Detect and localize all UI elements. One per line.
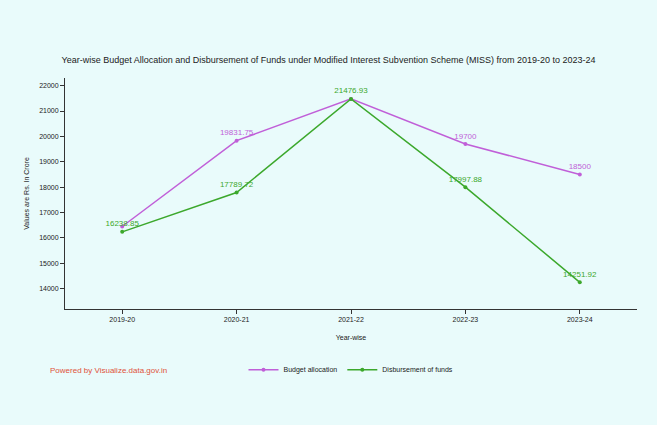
svg-text:21476.93: 21476.93: [334, 86, 368, 95]
svg-text:2021-22: 2021-22: [338, 316, 364, 323]
svg-text:17997.88: 17997.88: [449, 175, 483, 184]
svg-text:2019-20: 2019-20: [109, 316, 135, 323]
svg-text:22000: 22000: [39, 82, 59, 89]
svg-text:2022-23: 2022-23: [453, 316, 479, 323]
svg-text:17000: 17000: [39, 209, 59, 216]
svg-text:19700: 19700: [454, 132, 477, 141]
svg-text:18000: 18000: [39, 184, 59, 191]
svg-text:21000: 21000: [39, 107, 59, 114]
svg-text:19000: 19000: [39, 158, 59, 165]
svg-text:18500: 18500: [569, 162, 592, 171]
svg-text:Year-wise Budget Allocation an: Year-wise Budget Allocation and Disburse…: [62, 55, 596, 65]
svg-text:17789.72: 17789.72: [220, 180, 254, 189]
svg-text:Powered by Visualize.data.gov.: Powered by Visualize.data.gov.in: [50, 366, 167, 375]
svg-text:2023-24: 2023-24: [567, 316, 593, 323]
svg-text:14000: 14000: [39, 285, 59, 292]
svg-text:Disbursement of funds: Disbursement of funds: [382, 366, 453, 373]
svg-text:16000: 16000: [39, 234, 59, 241]
svg-text:Budget allocation: Budget allocation: [284, 366, 338, 374]
svg-text:Values are Rs. In Crore: Values are Rs. In Crore: [23, 157, 30, 230]
svg-text:19831.75: 19831.75: [220, 128, 254, 137]
svg-text:16238.85: 16238.85: [106, 219, 140, 228]
svg-text:14251.92: 14251.92: [563, 270, 597, 279]
svg-text:2020-21: 2020-21: [224, 316, 250, 323]
svg-text:Year-wise: Year-wise: [336, 334, 367, 341]
svg-text:20000: 20000: [39, 133, 59, 140]
svg-text:15000: 15000: [39, 260, 59, 267]
